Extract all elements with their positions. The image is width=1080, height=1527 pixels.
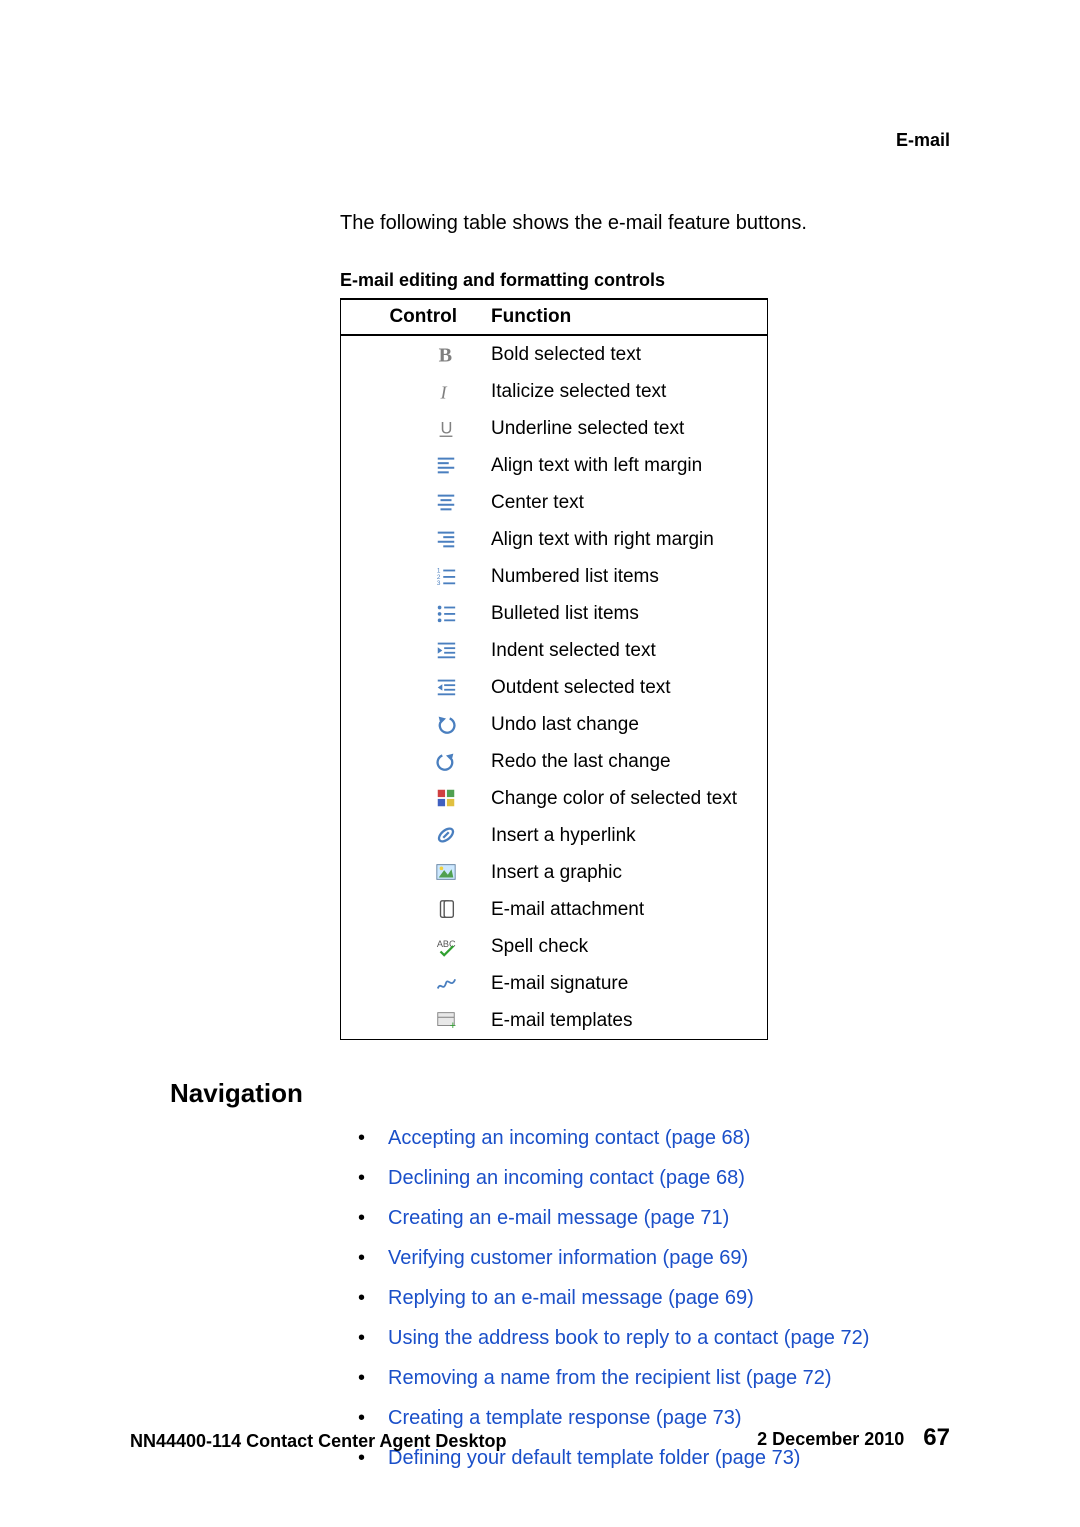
function-cell: Outdent selected text [485, 669, 768, 706]
nav-link[interactable]: Accepting an incoming contact (page 68) [388, 1127, 750, 1149]
table-row: Align text with left margin [341, 447, 768, 484]
table-row: + E-mail templates [341, 1002, 768, 1040]
table-row: Redo the last change [341, 743, 768, 780]
function-cell: Align text with right margin [485, 521, 768, 558]
table-row: U Underline selected text [341, 410, 768, 447]
nav-link[interactable]: Replying to an e-mail message (page 69) [388, 1287, 754, 1309]
function-cell: Center text [485, 484, 768, 521]
undo-icon [341, 706, 486, 743]
footer-date: 2 December 2010 [757, 1429, 904, 1449]
footer-page-number: 67 [923, 1424, 950, 1451]
col-function-header: Function [485, 299, 768, 335]
table-row: Insert a graphic [341, 854, 768, 891]
nav-item: Verifying customer information (page 69) [358, 1238, 869, 1278]
function-cell: Underline selected text [485, 410, 768, 447]
bulleted-list-icon [341, 595, 486, 632]
table-row: Undo last change [341, 706, 768, 743]
table-row: E-mail signature [341, 965, 768, 1002]
align-right-icon [341, 521, 486, 558]
nav-item: Removing a name from the recipient list … [358, 1358, 869, 1398]
templates-icon: + [341, 1002, 486, 1040]
svg-text:I: I [440, 383, 448, 403]
function-cell: Italicize selected text [485, 373, 768, 410]
function-cell: Bold selected text [485, 335, 768, 373]
nav-item: Creating an e-mail message (page 71) [358, 1198, 869, 1238]
table-row: ABCSpell check [341, 928, 768, 965]
controls-table: Control Function B Bold selected text I Ita… [340, 298, 768, 1040]
nav-link[interactable]: Verifying customer information (page 69) [388, 1247, 748, 1269]
outdent-icon [341, 669, 486, 706]
nav-item: Using the address book to reply to a con… [358, 1318, 869, 1358]
svg-text:U: U [441, 420, 453, 438]
svg-text:B: B [439, 345, 452, 366]
function-cell: Insert a graphic [485, 854, 768, 891]
nav-link[interactable]: Creating an e-mail message (page 71) [388, 1207, 729, 1229]
intro-text: The following table shows the e-mail fea… [340, 212, 807, 235]
table-header-row: Control Function [341, 299, 768, 335]
numbered-list-icon: 1 2 3 [341, 558, 486, 595]
bold-icon: B [341, 335, 486, 373]
nav-link[interactable]: Creating a template response (page 73) [388, 1407, 742, 1429]
underline-icon: U [341, 410, 486, 447]
header-section: E-mail [896, 130, 950, 151]
table-row: Change color of selected text [341, 780, 768, 817]
function-cell: Redo the last change [485, 743, 768, 780]
function-cell: Indent selected text [485, 632, 768, 669]
navigation-heading: Navigation [170, 1078, 303, 1109]
function-cell: Undo last change [485, 706, 768, 743]
table-row: Indent selected text [341, 632, 768, 669]
spellcheck-icon: ABC [341, 928, 486, 965]
signature-icon [341, 965, 486, 1002]
function-cell: Align text with left margin [485, 447, 768, 484]
nav-link[interactable]: Declining an incoming contact (page 68) [388, 1167, 745, 1189]
table-row: 1 2 3 Numbered list items [341, 558, 768, 595]
table-row: Outdent selected text [341, 669, 768, 706]
table-row: I Italicize selected text [341, 373, 768, 410]
italic-icon: I [341, 373, 486, 410]
nav-link[interactable]: Removing a name from the recipient list … [388, 1367, 832, 1389]
table-title: E-mail editing and formatting controls [340, 270, 665, 291]
indent-icon [341, 632, 486, 669]
function-cell: Spell check [485, 928, 768, 965]
col-control-header: Control [341, 299, 486, 335]
nav-item: Replying to an e-mail message (page 69) [358, 1278, 869, 1318]
attachment-icon [341, 891, 486, 928]
function-cell: Change color of selected text [485, 780, 768, 817]
hyperlink-icon [341, 817, 486, 854]
footer-doc: NN44400-114 Contact Center Agent Desktop [130, 1431, 506, 1452]
svg-text:+: + [450, 1021, 456, 1032]
table-row: E-mail attachment [341, 891, 768, 928]
align-center-icon [341, 484, 486, 521]
table-row: Bulleted list items [341, 595, 768, 632]
graphic-icon [341, 854, 486, 891]
color-icon [341, 780, 486, 817]
table-row: Center text [341, 484, 768, 521]
function-cell: E-mail attachment [485, 891, 768, 928]
footer-right: 2 December 2010 67 [757, 1424, 950, 1452]
table-row: B Bold selected text [341, 335, 768, 373]
function-cell: E-mail signature [485, 965, 768, 1002]
table-row: Insert a hyperlink [341, 817, 768, 854]
table-row: Align text with right margin [341, 521, 768, 558]
align-left-icon [341, 447, 486, 484]
function-cell: Insert a hyperlink [485, 817, 768, 854]
page: E-mail The following table shows the e-m… [0, 0, 1080, 1527]
function-cell: Numbered list items [485, 558, 768, 595]
function-cell: E-mail templates [485, 1002, 768, 1040]
redo-icon [341, 743, 486, 780]
nav-item: Accepting an incoming contact (page 68) [358, 1118, 869, 1158]
function-cell: Bulleted list items [485, 595, 768, 632]
nav-item: Declining an incoming contact (page 68) [358, 1158, 869, 1198]
svg-text:3: 3 [437, 581, 441, 588]
nav-link[interactable]: Using the address book to reply to a con… [388, 1327, 869, 1349]
